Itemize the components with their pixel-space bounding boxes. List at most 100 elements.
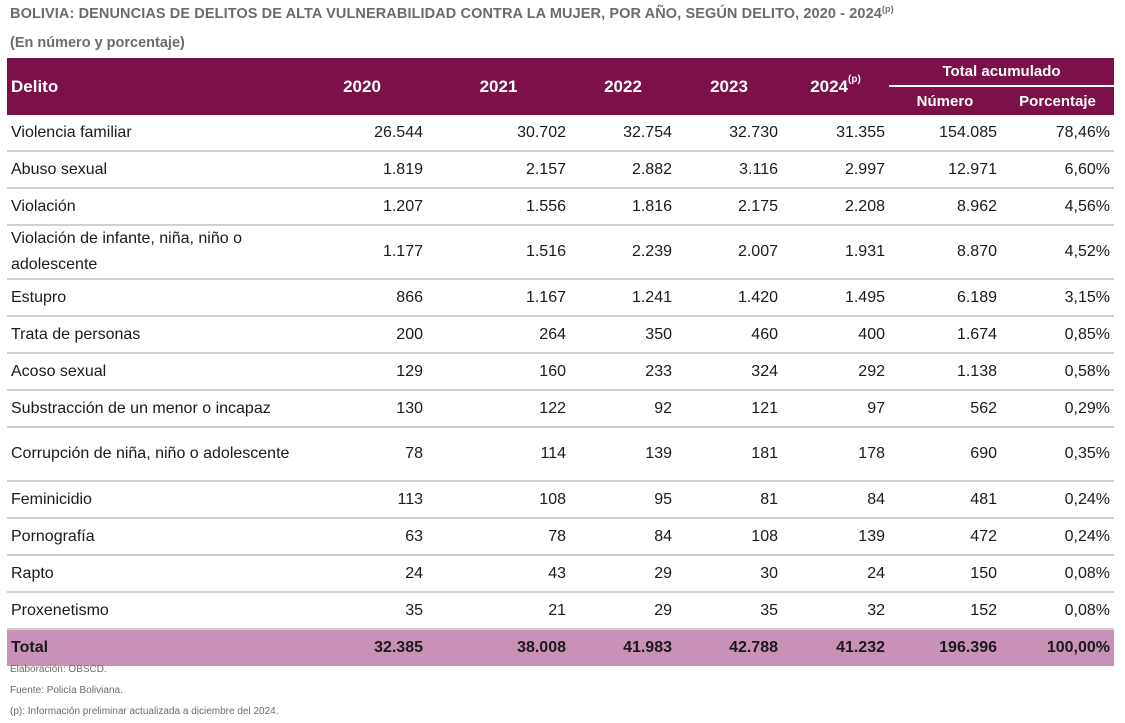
delito-cell: Violencia familiar [7, 115, 297, 152]
v2023-cell: 32.730 [676, 115, 782, 152]
table-row: Rapto 24 43 29 30 24 150 0,08% [7, 555, 1115, 593]
v2021-cell: 78 [427, 518, 570, 556]
delito-cell: Violación de infante, niña, niño o adole… [7, 225, 297, 280]
numero-cell: 6.189 [889, 279, 1001, 317]
total-v2022-cell: 41.983 [570, 629, 676, 666]
delito-cell: Rapto [7, 555, 297, 593]
total-v2020-cell: 32.385 [297, 629, 427, 666]
total-label: Total [7, 629, 297, 666]
porcentaje-cell: 0,08% [1001, 592, 1115, 630]
v2023-cell: 324 [676, 353, 782, 391]
v2020-cell: 78 [297, 427, 427, 482]
v2023-cell: 181 [676, 427, 782, 482]
header-porcentaje: Porcentaje [1001, 86, 1115, 115]
v2023-cell: 35 [676, 592, 782, 630]
table-row: Proxenetismo 35 21 29 35 32 152 0,08% [7, 592, 1115, 630]
v2020-cell: 113 [297, 481, 427, 519]
header-numero: Número [889, 86, 1001, 115]
v2022-cell: 29 [570, 592, 676, 630]
v2024-cell: 292 [782, 353, 889, 391]
note-preliminar: (p): Información preliminar actualizada … [10, 706, 279, 717]
header-2020: 2020 [297, 58, 427, 115]
v2023-cell: 2.007 [676, 225, 782, 280]
porcentaje-cell: 0,24% [1001, 481, 1115, 519]
total-v2023-cell: 42.788 [676, 629, 782, 666]
v2021-cell: 264 [427, 316, 570, 354]
delito-cell: Pornografía [7, 518, 297, 556]
numero-cell: 8.870 [889, 225, 1001, 280]
v2020-cell: 24 [297, 555, 427, 593]
v2022-cell: 32.754 [570, 115, 676, 152]
v2022-cell: 2.239 [570, 225, 676, 280]
v2021-cell: 2.157 [427, 151, 570, 189]
v2020-cell: 129 [297, 353, 427, 391]
porcentaje-cell: 0,35% [1001, 427, 1115, 482]
numero-cell: 481 [889, 481, 1001, 519]
porcentaje-cell: 4,52% [1001, 225, 1115, 280]
header-2024-superscript: (p) [848, 73, 861, 85]
table-row: Corrupción de niña, niño o adolescente 78… [7, 427, 1115, 482]
v2022-cell: 1.816 [570, 188, 676, 226]
note-fuente: Fuente: Policía Boliviana. [10, 685, 123, 696]
v2023-cell: 81 [676, 481, 782, 519]
numero-cell: 1.138 [889, 353, 1001, 391]
table-row: Pornografía 63 78 84 108 139 472 0,24% [7, 518, 1115, 556]
numero-cell: 1.674 [889, 316, 1001, 354]
table-row: Violencia familiar 26.544 30.702 32.754 32.7… [7, 115, 1115, 152]
v2022-cell: 1.241 [570, 279, 676, 317]
porcentaje-cell: 0,58% [1001, 353, 1115, 391]
table-row: Violación de infante, niña, niño o adole… [7, 225, 1115, 280]
total-porcentaje-cell: 100,00% [1001, 629, 1115, 666]
v2020-cell: 866 [297, 279, 427, 317]
table-row: Feminicidio 113 108 95 81 84 481 0,24% [7, 481, 1115, 519]
v2021-cell: 114 [427, 427, 570, 482]
table-subtitle: (En número y porcentaje) [10, 35, 185, 51]
v2023-cell: 2.175 [676, 188, 782, 226]
v2021-cell: 122 [427, 390, 570, 428]
v2022-cell: 350 [570, 316, 676, 354]
numero-cell: 562 [889, 390, 1001, 428]
header-2021: 2021 [427, 58, 570, 115]
delito-cell: Acoso sexual [7, 353, 297, 391]
table-row: Trata de personas 200 264 350 460 400 1.674 0,8… [7, 316, 1115, 354]
porcentaje-cell: 0,85% [1001, 316, 1115, 354]
delito-cell: Trata de personas [7, 316, 297, 354]
v2024-cell: 97 [782, 390, 889, 428]
porcentaje-cell: 0,08% [1001, 555, 1115, 593]
table-row: Violación 1.207 1.556 1.816 2.175 2.208 8.962 4… [7, 188, 1115, 226]
numero-cell: 690 [889, 427, 1001, 482]
title-superscript: (p) [881, 4, 894, 14]
porcentaje-cell: 3,15% [1001, 279, 1115, 317]
v2024-cell: 2.997 [782, 151, 889, 189]
total-v2024-cell: 41.232 [782, 629, 889, 666]
v2024-cell: 139 [782, 518, 889, 556]
numero-cell: 8.962 [889, 188, 1001, 226]
v2022-cell: 95 [570, 481, 676, 519]
numero-cell: 150 [889, 555, 1001, 593]
delito-cell: Abuso sexual [7, 151, 297, 189]
v2023-cell: 121 [676, 390, 782, 428]
delito-cell: Substracción de un menor o incapaz [7, 390, 297, 428]
numero-cell: 12.971 [889, 151, 1001, 189]
porcentaje-cell: 4,56% [1001, 188, 1115, 226]
v2024-cell: 32 [782, 592, 889, 630]
table-row: Abuso sexual 1.819 2.157 2.882 3.116 2.997 12.… [7, 151, 1115, 189]
v2024-cell: 1.931 [782, 225, 889, 280]
table-row: Acoso sexual 129 160 233 324 292 1.138 0,58% [7, 353, 1115, 391]
table-row: Substracción de un menor o incapaz 130 122… [7, 390, 1115, 428]
total-v2021-cell: 38.008 [427, 629, 570, 666]
header-2023: 2023 [676, 58, 782, 115]
v2023-cell: 30 [676, 555, 782, 593]
v2024-cell: 400 [782, 316, 889, 354]
v2021-cell: 108 [427, 481, 570, 519]
table-header: Delito 2020 2021 2022 2023 2024(p) Total… [7, 58, 1115, 115]
v2023-cell: 3.116 [676, 151, 782, 189]
numero-cell: 472 [889, 518, 1001, 556]
v2022-cell: 29 [570, 555, 676, 593]
numero-cell: 154.085 [889, 115, 1001, 152]
v2024-cell: 31.355 [782, 115, 889, 152]
header-total-acumulado: Total acumulado [889, 58, 1115, 87]
v2022-cell: 84 [570, 518, 676, 556]
delito-cell: Feminicidio [7, 481, 297, 519]
data-table: Delito 2020 2021 2022 2023 2024(p) Total… [7, 58, 1115, 666]
